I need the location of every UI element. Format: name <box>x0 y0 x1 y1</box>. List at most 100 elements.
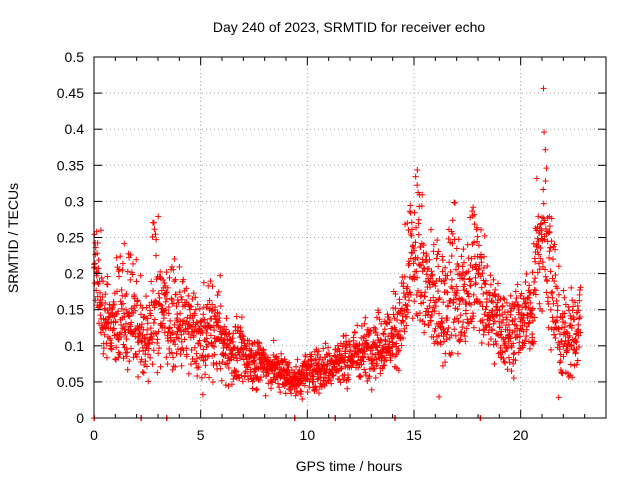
data-point <box>485 321 492 328</box>
data-point <box>162 306 169 313</box>
data-point <box>470 239 477 246</box>
data-point <box>506 359 513 366</box>
data-point <box>448 276 455 283</box>
data-point <box>421 321 428 328</box>
data-point <box>203 304 210 311</box>
data-point <box>340 358 347 365</box>
data-point <box>426 302 433 309</box>
data-point <box>559 370 566 377</box>
data-point <box>532 258 539 265</box>
data-point <box>126 254 133 261</box>
data-point <box>231 344 238 351</box>
data-point <box>575 332 582 339</box>
data-point <box>497 354 504 361</box>
data-point <box>482 277 489 284</box>
data-point <box>408 219 415 226</box>
data-point <box>456 301 463 308</box>
data-point <box>143 293 150 300</box>
data-point <box>467 278 474 285</box>
data-point <box>129 260 136 267</box>
data-point <box>407 202 414 209</box>
data-point <box>369 351 376 358</box>
data-point <box>123 335 130 342</box>
data-point <box>420 299 427 306</box>
data-point <box>238 339 245 346</box>
data-point <box>455 337 462 344</box>
data-point <box>392 305 399 312</box>
data-point <box>372 374 379 381</box>
data-point <box>132 333 139 340</box>
data-point <box>438 330 445 337</box>
data-point <box>303 370 310 377</box>
data-point <box>193 350 200 357</box>
data-point <box>555 263 562 270</box>
data-point <box>462 270 469 277</box>
data-point <box>94 239 101 246</box>
data-point <box>123 306 130 313</box>
data-point <box>415 216 422 223</box>
y-tick-label: 0.35 <box>57 157 84 173</box>
data-point <box>188 361 195 368</box>
data-point <box>150 320 157 327</box>
data-point <box>120 300 127 307</box>
data-point <box>433 298 440 305</box>
data-point <box>488 297 495 304</box>
data-point <box>514 281 521 288</box>
data-point <box>447 268 454 275</box>
data-point <box>404 220 411 227</box>
data-point <box>556 359 563 366</box>
data-point <box>576 297 583 304</box>
data-point <box>462 338 469 345</box>
data-point <box>341 359 348 366</box>
data-point <box>522 337 529 344</box>
data-point <box>137 358 144 365</box>
data-point <box>577 314 584 321</box>
data-point <box>170 300 177 307</box>
data-point <box>460 259 467 266</box>
data-point <box>246 337 253 344</box>
data-point <box>443 336 450 343</box>
data-point <box>571 299 578 306</box>
data-point <box>497 331 504 338</box>
data-point <box>569 374 576 381</box>
data-point <box>539 308 546 315</box>
y-tick-label: 0.15 <box>57 302 84 318</box>
data-point <box>313 386 320 393</box>
data-point <box>459 297 466 304</box>
data-point <box>474 224 481 231</box>
data-point <box>304 388 311 395</box>
data-point <box>435 296 442 303</box>
data-point <box>91 260 98 267</box>
data-point <box>133 353 140 360</box>
data-point <box>523 333 530 340</box>
data-point <box>435 310 442 317</box>
data-point <box>171 321 178 328</box>
data-point <box>490 320 497 327</box>
data-point <box>200 279 207 286</box>
data-point <box>107 337 114 344</box>
data-point <box>164 360 171 367</box>
data-point <box>102 300 109 307</box>
data-point <box>435 332 442 339</box>
data-point <box>574 302 581 309</box>
data-point <box>475 242 482 249</box>
data-point <box>409 315 416 322</box>
data-point <box>469 315 476 322</box>
data-point <box>468 255 475 262</box>
data-point <box>508 344 515 351</box>
data-point <box>421 293 428 300</box>
data-point <box>171 337 178 344</box>
data-point <box>155 350 162 357</box>
data-point <box>542 146 549 153</box>
data-point <box>166 324 173 331</box>
data-point <box>285 364 292 371</box>
data-point <box>293 363 300 370</box>
data-point <box>539 259 546 266</box>
data-point <box>454 350 461 357</box>
data-point <box>513 322 520 329</box>
data-point <box>152 298 159 305</box>
data-point <box>510 351 517 358</box>
data-point <box>530 240 537 247</box>
data-point <box>265 354 272 361</box>
data-point <box>173 303 180 310</box>
